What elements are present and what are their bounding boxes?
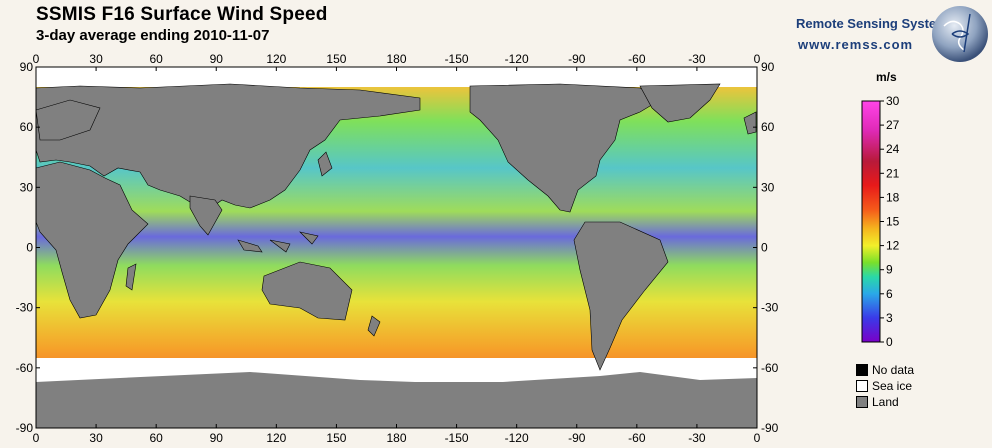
x-tick-label-top: -120 [505,52,529,66]
y-tick-label-right: 90 [761,60,775,74]
x-tick-label-bottom: 120 [266,431,286,445]
x-tick-label-top: 150 [326,52,346,66]
x-tick-label-bottom: 30 [89,431,103,445]
y-tick-label-right: -30 [761,301,779,315]
map-title: SSMIS F16 Surface Wind Speed [36,4,328,25]
indonesia-islands [237,231,319,253]
eurasia-land [35,83,421,213]
y-tick-label-left: 90 [20,60,34,74]
africa-land [35,161,149,319]
new-zealand-islands [367,315,381,337]
y-tick-label-left: -60 [16,361,34,375]
japan-islands [317,151,333,177]
legend-label: Sea ice [872,379,913,393]
colorbar-tick-label: 15 [886,215,900,229]
x-tick-label-bottom: -90 [568,431,586,445]
y-tick-label-left: -90 [16,421,34,435]
x-tick-label-bottom: 180 [386,431,406,445]
legend-label: Land [872,395,899,409]
x-tick-label-bottom: -60 [628,431,646,445]
x-tick-label-top: 0 [754,52,761,66]
uk-islands [743,111,757,135]
y-tick-label-right: -90 [761,421,779,435]
colorbar-tick-label: 30 [886,94,900,108]
colorbar-tick-label: 24 [886,142,900,156]
x-tick-label-top: 30 [89,52,103,66]
y-tick-label-right: 30 [761,180,775,194]
south-america-land [573,221,669,371]
x-tick-label-top: 180 [386,52,406,66]
y-tick-label-right: -60 [761,361,779,375]
x-tick-label-bottom: -30 [688,431,706,445]
map-subtitle: 3-day average ending 2010-11-07 [36,27,270,44]
x-tick-label-bottom: 90 [210,431,224,445]
australia-land [261,261,353,321]
madagascar-island [125,263,137,291]
x-tick-label-top: 0 [33,52,40,66]
x-tick-label-bottom: 150 [326,431,346,445]
globe-logo-icon [932,6,988,62]
y-tick-label-left: 30 [20,180,34,194]
x-tick-label-top: 60 [149,52,163,66]
north-sea-ice [36,67,757,87]
y-tick-label-left: 0 [26,241,33,255]
legend-item-sea-ice: Sea ice [856,379,912,393]
colorbar-tick-label: 21 [886,166,900,180]
antarctica-coast [36,372,757,392]
y-tick-label-right: 60 [761,120,775,134]
land-swatch [856,396,868,408]
colorbar-tick-label: 27 [886,118,900,132]
india-land [189,195,223,236]
x-tick-label-top: 90 [210,52,224,66]
no-data-swatch [856,364,868,376]
colorbar-unit: m/s [876,70,897,84]
x-tick-label-top: -90 [568,52,586,66]
x-tick-label-top: -30 [688,52,706,66]
y-tick-label-left: 60 [20,120,34,134]
greenland-land [639,83,721,123]
x-tick-label-top: -60 [628,52,646,66]
legend-item-no-data: No data [856,363,914,377]
x-tick-label-bottom: 60 [149,431,163,445]
y-tick-label-left: -30 [16,301,34,315]
europe-land [35,99,101,141]
brand-url[interactable]: www.remss.com [798,37,914,52]
x-tick-label-top: 120 [266,52,286,66]
colorbar-tick-label: 12 [886,239,900,253]
x-tick-label-bottom: -120 [505,431,529,445]
y-tick-label-right: 0 [761,241,768,255]
colorbar [861,100,881,343]
legend-label: No data [872,363,915,377]
colorbar-tick-label: 6 [886,287,893,301]
colorbar-tick-label: 18 [886,190,900,204]
sea-ice-swatch [856,380,868,392]
x-tick-label-bottom: -150 [445,431,469,445]
x-tick-label-top: -150 [445,52,469,66]
colorbar-tick-label: 9 [886,263,893,277]
legend-item-land: Land [856,395,899,409]
colorbar-tick-label: 3 [886,311,893,325]
colorbar-tick-label: 0 [886,335,893,349]
x-tick-label-bottom: 0 [33,431,40,445]
x-tick-label-bottom: 0 [754,431,761,445]
brand-name: Remote Sensing Systems [796,16,955,31]
